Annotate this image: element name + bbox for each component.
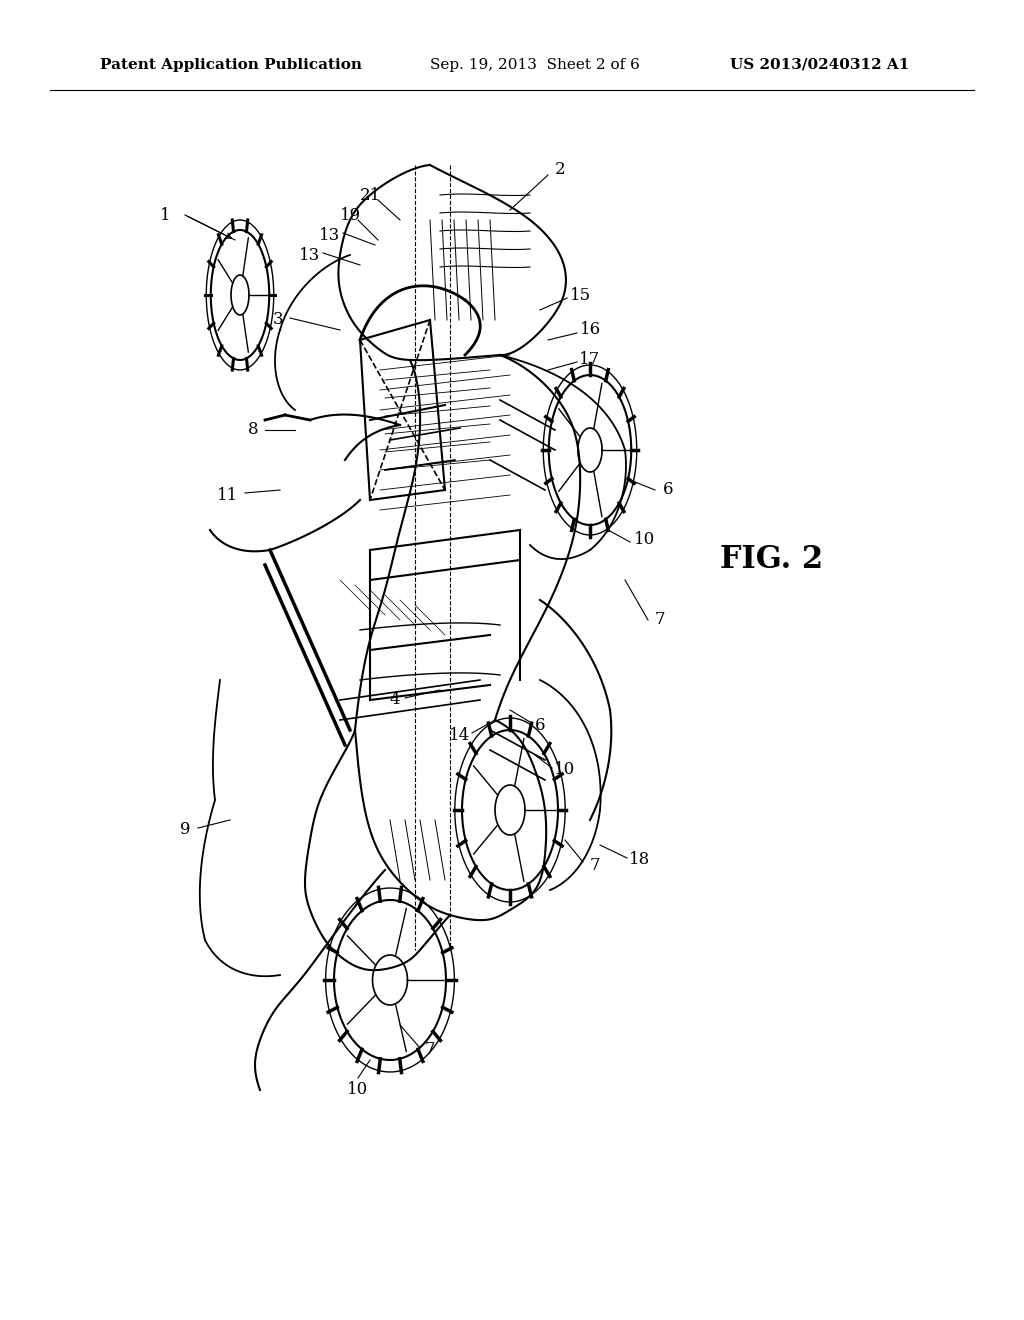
Text: 6: 6: [535, 717, 545, 734]
Text: 7: 7: [590, 857, 600, 874]
Text: 4: 4: [390, 692, 400, 709]
Text: 17: 17: [580, 351, 601, 368]
Text: 18: 18: [630, 851, 650, 869]
Text: 13: 13: [299, 247, 321, 264]
Text: 10: 10: [635, 532, 655, 549]
Text: Patent Application Publication: Patent Application Publication: [100, 58, 362, 73]
Text: 3: 3: [272, 312, 284, 329]
Text: 13: 13: [319, 227, 341, 243]
Text: 16: 16: [580, 322, 600, 338]
Text: 9: 9: [180, 821, 190, 838]
Text: 10: 10: [347, 1081, 369, 1098]
Text: 2: 2: [555, 161, 565, 178]
Text: 21: 21: [359, 186, 381, 203]
Text: 7: 7: [425, 1041, 435, 1059]
Text: 7: 7: [654, 611, 666, 628]
Text: 8: 8: [248, 421, 258, 438]
Text: 11: 11: [217, 487, 239, 503]
Text: 1: 1: [160, 206, 170, 223]
Text: 19: 19: [339, 206, 360, 223]
Text: 10: 10: [554, 762, 575, 779]
Text: Sep. 19, 2013  Sheet 2 of 6: Sep. 19, 2013 Sheet 2 of 6: [430, 58, 640, 73]
Text: 6: 6: [663, 482, 673, 499]
Text: 14: 14: [450, 726, 471, 743]
Text: FIG. 2: FIG. 2: [720, 544, 823, 576]
Text: US 2013/0240312 A1: US 2013/0240312 A1: [730, 58, 909, 73]
Text: 15: 15: [569, 286, 591, 304]
